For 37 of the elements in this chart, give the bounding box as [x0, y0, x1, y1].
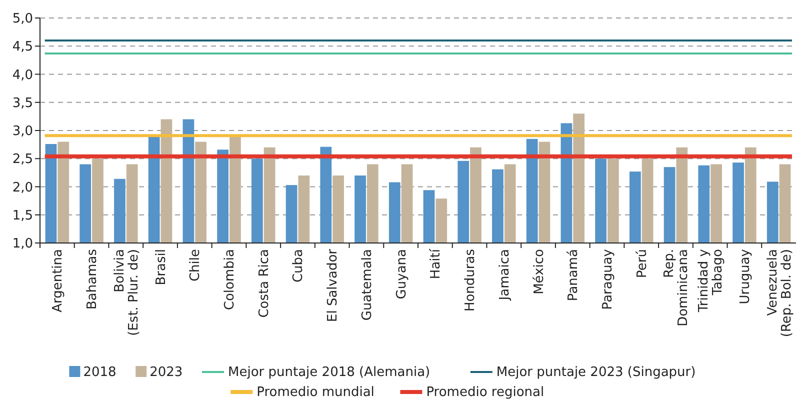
x-tick-label: Bolivia (Est. Plur. de)	[112, 249, 142, 336]
x-tick-label: Honduras	[463, 248, 478, 312]
x-tick-label: Brasil	[154, 249, 169, 286]
x-tick-label: Perú	[634, 249, 650, 278]
y-tick-label: 5,0	[12, 12, 33, 27]
y-tick-label: 3,5	[12, 96, 33, 111]
x-tick-label: México	[532, 248, 547, 294]
legend-label: Mejor puntaje 2023 (Singapur)	[496, 365, 696, 380]
y-tick-label: 3,0	[12, 124, 33, 140]
y-tick-label: 2,5	[12, 152, 33, 168]
x-tick-label: Colombia	[222, 249, 238, 310]
legend-label: Promedio mundial	[256, 385, 374, 400]
y-tick-label: 4,5	[12, 40, 33, 55]
x-tick-label: Panamá	[566, 249, 582, 302]
x-tick-label: Bahamas	[85, 248, 100, 310]
y-tick-label: 1,0	[12, 236, 33, 252]
x-tick-label: Guatemala	[360, 249, 375, 321]
x-tick-label: Chile	[188, 249, 204, 282]
x-tick-label: Trinidad y Tabago	[696, 248, 726, 314]
legend-label: 2018	[83, 365, 116, 380]
x-tick-label: Argentina	[50, 249, 66, 312]
legend-label: Mejor puntaje 2018 (Alemania)	[228, 365, 430, 380]
x-tick-label: Rep. Dominicana	[662, 249, 692, 326]
legend-label: 2023	[150, 365, 183, 380]
x-tick-label: Uruguay	[738, 248, 753, 304]
x-tick-label: Cuba	[291, 249, 306, 283]
x-tick-label: Paraguay	[600, 248, 616, 310]
x-tick-label: Guyana	[394, 249, 410, 300]
x-tick-label: El Salvador	[326, 248, 341, 322]
x-tick-label: Costa Rica	[256, 249, 272, 318]
y-tick-label: 1,5	[12, 208, 33, 224]
y-tick-label: 4,0	[12, 68, 33, 83]
legend-label: Promedio regional	[426, 385, 544, 400]
x-tick-label: Jamaica	[497, 249, 512, 302]
x-tick-label: Venezuela (Rep. Bol. de)	[765, 249, 794, 338]
y-tick-label: 2,0	[12, 180, 33, 196]
x-tick-label: Haití	[428, 248, 444, 280]
